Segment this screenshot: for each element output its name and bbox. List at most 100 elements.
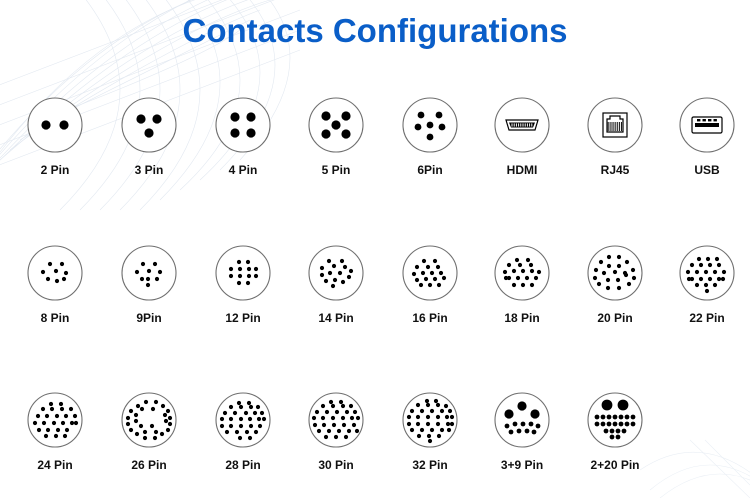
contact-pin: [341, 129, 351, 139]
contact-pin: [44, 413, 50, 419]
connector-face-5-pin: [308, 97, 364, 153]
contact-pin: [411, 271, 417, 277]
contact-pin: [238, 416, 244, 422]
contact-pin-small: [516, 428, 522, 434]
connector-cell[interactable]: 6Pin: [385, 95, 475, 177]
connector-cell[interactable]: 2 Pin: [10, 95, 100, 177]
contact-pin: [73, 420, 79, 426]
contact-pin-small: [612, 421, 618, 427]
contact-pin: [349, 415, 355, 421]
connector-cell[interactable]: 28 Pin: [198, 390, 288, 472]
contact-pin: [409, 408, 415, 414]
connector-face-12-pin: [215, 245, 271, 301]
connector-face-16-pin: [402, 245, 458, 301]
contact-pin: [435, 111, 443, 119]
contact-pin: [58, 401, 64, 407]
contact-pin: [228, 404, 234, 410]
contact-pin: [256, 416, 262, 422]
contact-pin: [311, 415, 317, 421]
contact-pin: [406, 414, 412, 420]
contact-pin: [506, 275, 512, 281]
connector-cell[interactable]: 8 Pin: [10, 243, 100, 325]
contact-pin: [219, 423, 225, 429]
connector-shell: [308, 245, 364, 301]
connector-face-8-pin: [27, 245, 83, 301]
connector-cell[interactable]: RJ45: [570, 95, 660, 177]
contact-pin: [524, 275, 530, 281]
contact-pin: [716, 276, 722, 282]
contact-pin: [429, 408, 435, 414]
connector-cell[interactable]: 16 Pin: [385, 243, 475, 325]
connector-cell[interactable]: 2+20 Pin: [570, 390, 660, 472]
contact-pin: [47, 261, 53, 267]
contact-pin: [438, 270, 444, 276]
connector-cell[interactable]: 26 Pin: [104, 390, 194, 472]
connector-cell[interactable]: 12 Pin: [198, 243, 288, 325]
contact-pin: [433, 398, 439, 404]
contact-pin-small: [508, 429, 514, 435]
contact-pin: [424, 398, 430, 404]
contact-pin: [152, 435, 158, 441]
contact-pin: [314, 409, 320, 415]
contact-pin: [694, 282, 700, 288]
contact-pin: [160, 403, 166, 409]
contact-pin: [616, 254, 622, 260]
connector-label: 8 Pin: [40, 311, 70, 325]
contact-pin: [348, 268, 354, 274]
contact-pin: [441, 275, 447, 281]
connector-cell[interactable]: 14 Pin: [291, 243, 381, 325]
contact-pin: [49, 406, 55, 412]
contact-pin: [340, 279, 346, 285]
contact-pin: [139, 406, 145, 412]
contact-pin: [40, 269, 46, 275]
connector-cell[interactable]: 18 Pin: [477, 243, 567, 325]
contact-pin: [331, 263, 337, 269]
contact-pin: [707, 276, 713, 282]
contact-pin: [354, 428, 360, 434]
contact-pin: [506, 262, 512, 268]
contact-pin-small: [600, 414, 606, 420]
contact-pin: [705, 256, 711, 262]
contact-pin: [244, 429, 250, 435]
contact-pin: [72, 413, 78, 419]
contact-pin: [623, 272, 629, 278]
connector-cell[interactable]: 9Pin: [104, 243, 194, 325]
contact-pin: [236, 280, 242, 286]
connector-cell[interactable]: 30 Pin: [291, 390, 381, 472]
contact-pin: [438, 123, 446, 131]
contact-pin: [336, 428, 342, 434]
contact-pin: [346, 274, 352, 280]
contact-pin: [253, 266, 259, 272]
connector-label: 30 Pin: [318, 458, 354, 472]
connector-shell: [121, 392, 177, 448]
contact-pin: [32, 420, 38, 426]
connector-cell[interactable]: 5 Pin: [291, 95, 381, 177]
connector-cell[interactable]: USB: [662, 95, 750, 177]
contact-pin: [230, 112, 240, 122]
connector-cell[interactable]: 32 Pin: [385, 390, 475, 472]
connector-cell[interactable]: 20 Pin: [570, 243, 660, 325]
contact-pin: [414, 123, 422, 131]
contact-pin: [48, 401, 54, 407]
connector-cell[interactable]: 22 Pin: [662, 243, 750, 325]
contact-pin-small: [615, 434, 621, 440]
connector-cell[interactable]: 24 Pin: [10, 390, 100, 472]
connector-shell: [215, 97, 271, 153]
connector-cell[interactable]: 4 Pin: [198, 95, 288, 177]
contact-pin: [45, 276, 51, 282]
contact-pin: [343, 434, 349, 440]
contact-pin: [721, 269, 727, 275]
connector-shell: [27, 97, 83, 153]
contact-pin: [435, 264, 441, 270]
connector-graphic: [291, 95, 381, 155]
contact-pin: [41, 420, 47, 426]
contact-pin: [520, 282, 526, 288]
contact-pin: [423, 276, 429, 282]
connector-cell[interactable]: 3 Pin: [104, 95, 194, 177]
contact-pin: [517, 262, 523, 268]
contact-pin: [436, 433, 442, 439]
connector-cell[interactable]: HDMI: [477, 95, 567, 177]
contact-pin: [167, 415, 173, 421]
connector-cell[interactable]: 3+9 Pin: [477, 390, 567, 472]
connector-label: HDMI: [506, 163, 538, 177]
